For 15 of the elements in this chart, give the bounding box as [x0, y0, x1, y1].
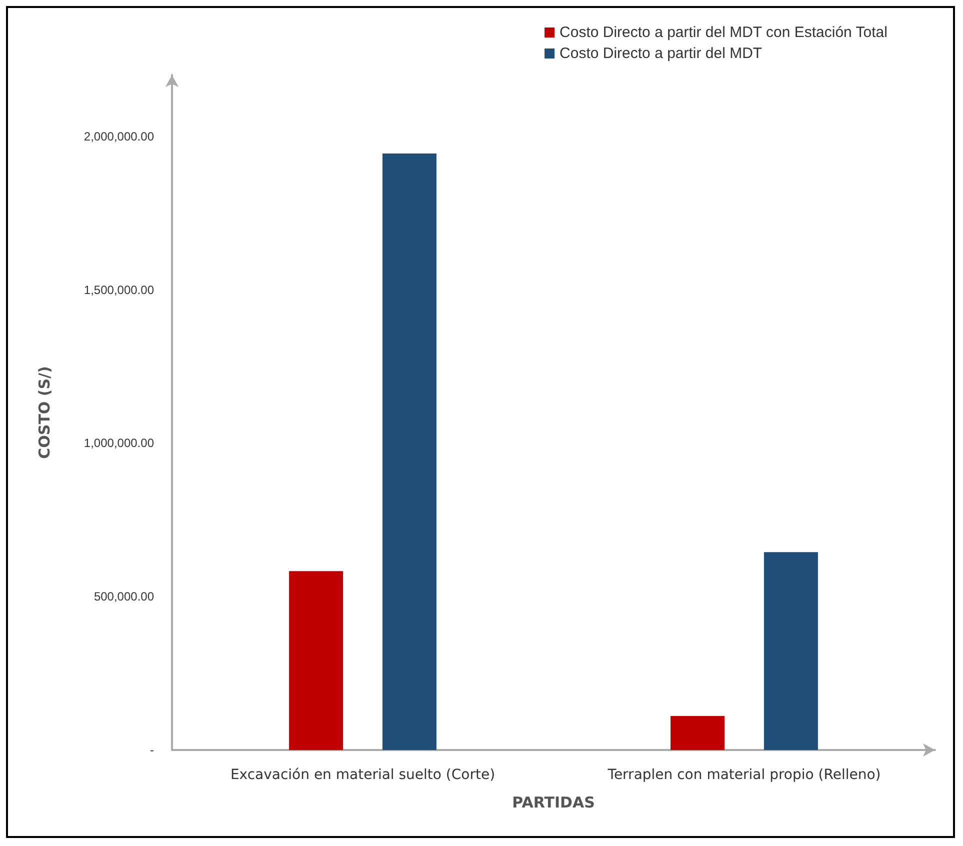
y-tick-label: 2,000,000.00	[84, 129, 154, 144]
bar	[764, 552, 818, 750]
x-tick-label: Terraplen con material propio (Relleno)	[606, 767, 881, 783]
y-tick-label: 500,000.00	[94, 590, 154, 604]
x-tick-label: Excavación en material suelto (Corte)	[230, 767, 496, 783]
bar	[382, 154, 436, 750]
legend-label: Costo Directo a partir del MDT	[560, 45, 762, 62]
x-axis-title: PARTIDAS	[512, 794, 595, 812]
y-tick-label: -	[150, 743, 154, 757]
legend-label: Costo Directo a partir del MDT con Estación Total	[560, 24, 888, 41]
y-tick-label: 1,500,000.00	[84, 282, 154, 297]
bar	[670, 716, 725, 750]
y-tick-label: 1,000,000.00	[84, 436, 154, 450]
bar	[289, 571, 344, 750]
y-axis-title: COSTO (S/)	[36, 366, 54, 459]
